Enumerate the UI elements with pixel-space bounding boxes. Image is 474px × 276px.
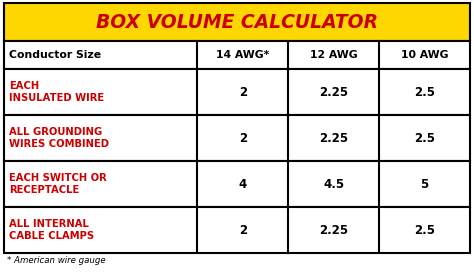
Text: 4: 4 xyxy=(239,177,247,190)
Bar xyxy=(4,41,470,69)
Text: 5: 5 xyxy=(420,177,428,190)
Text: ALL GROUNDING
WIRES COMBINED: ALL GROUNDING WIRES COMBINED xyxy=(9,127,109,149)
Text: 12 AWG: 12 AWG xyxy=(310,50,357,60)
Text: BOX VOLUME CALCULATOR: BOX VOLUME CALCULATOR xyxy=(96,12,378,31)
Text: 2.25: 2.25 xyxy=(319,224,348,237)
Text: 2.25: 2.25 xyxy=(319,86,348,99)
Text: 2: 2 xyxy=(239,224,247,237)
Text: 2.5: 2.5 xyxy=(414,131,435,145)
Text: ALL INTERNAL
CABLE CLAMPS: ALL INTERNAL CABLE CLAMPS xyxy=(9,219,94,241)
Text: 2: 2 xyxy=(239,131,247,145)
Text: 4.5: 4.5 xyxy=(323,177,344,190)
Bar xyxy=(4,161,470,207)
Bar xyxy=(4,207,470,253)
Text: 14 AWG*: 14 AWG* xyxy=(216,50,269,60)
Text: EACH
INSULATED WIRE: EACH INSULATED WIRE xyxy=(9,81,104,103)
Text: EACH SWITCH OR
RECEPTACLE: EACH SWITCH OR RECEPTACLE xyxy=(9,173,107,195)
Text: 2.5: 2.5 xyxy=(414,224,435,237)
Text: * American wire gauge: * American wire gauge xyxy=(7,256,106,265)
Bar xyxy=(4,69,470,115)
Bar xyxy=(4,3,470,41)
Text: 2: 2 xyxy=(239,86,247,99)
Text: 2.25: 2.25 xyxy=(319,131,348,145)
Bar xyxy=(4,115,470,161)
Text: 10 AWG: 10 AWG xyxy=(401,50,448,60)
Text: Conductor Size: Conductor Size xyxy=(9,50,101,60)
Text: 2.5: 2.5 xyxy=(414,86,435,99)
